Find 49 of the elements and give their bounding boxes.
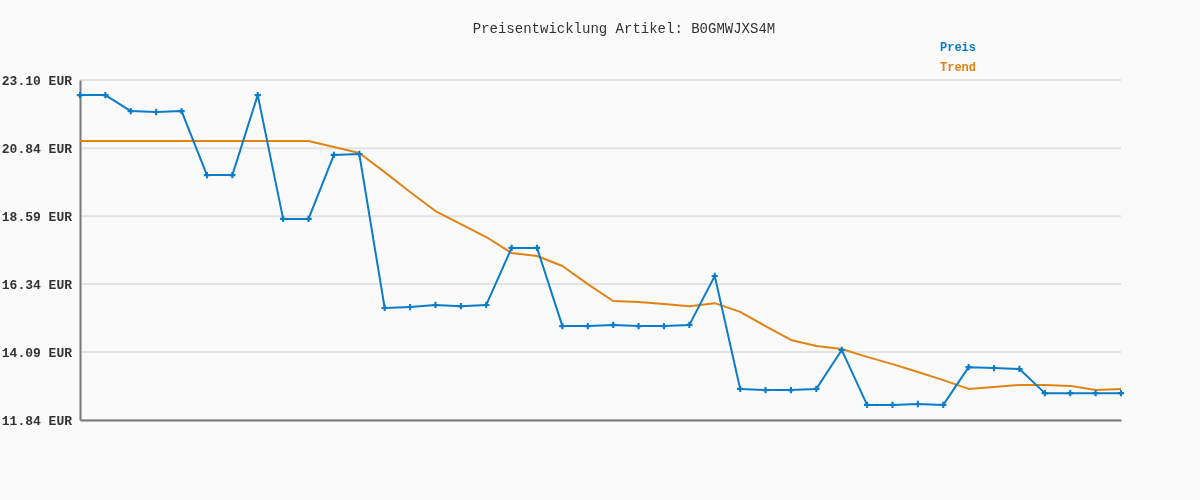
point [660, 322, 668, 330]
point [330, 151, 338, 159]
point [838, 346, 845, 354]
point [635, 322, 642, 330]
y-tick-label: 14.09 EUR [1, 345, 73, 361]
point [1041, 389, 1048, 397]
point [889, 401, 896, 409]
point [584, 322, 591, 330]
point [153, 108, 160, 116]
point [1067, 389, 1074, 397]
point [279, 215, 287, 223]
point [990, 364, 998, 372]
text: Trend [940, 61, 977, 75]
point [559, 322, 566, 330]
point [406, 303, 414, 311]
point [762, 386, 769, 394]
point [127, 107, 134, 115]
text: Preis [940, 41, 977, 55]
point [102, 91, 109, 99]
point [533, 244, 541, 252]
point [483, 301, 490, 309]
point [432, 301, 439, 309]
point [305, 215, 312, 223]
point [914, 400, 922, 408]
point [381, 304, 388, 312]
point [1117, 389, 1125, 397]
point [356, 150, 363, 158]
point [76, 91, 84, 99]
y-tick-label: 16.34 EUR [1, 277, 73, 293]
point [610, 321, 617, 329]
point [178, 107, 185, 115]
point [686, 321, 693, 329]
point [1016, 365, 1023, 373]
y-tick-label: 11.84 EUR [1, 413, 73, 429]
y-tick-label: 20.84 EUR [1, 141, 73, 157]
y-tick-label: 23.10 EUR [1, 73, 73, 89]
point [457, 303, 464, 310]
chart-title: Preisentwicklung Artikel: B0GMWJXS4M [472, 21, 776, 37]
point [965, 364, 972, 371]
point [940, 401, 947, 409]
point [813, 385, 820, 393]
point [1092, 389, 1099, 397]
point [787, 386, 795, 394]
point [508, 244, 515, 252]
point [203, 171, 211, 179]
y-tick-label: 18.59 EUR [1, 209, 73, 225]
point [863, 401, 871, 409]
point [737, 385, 744, 393]
point [229, 171, 236, 179]
